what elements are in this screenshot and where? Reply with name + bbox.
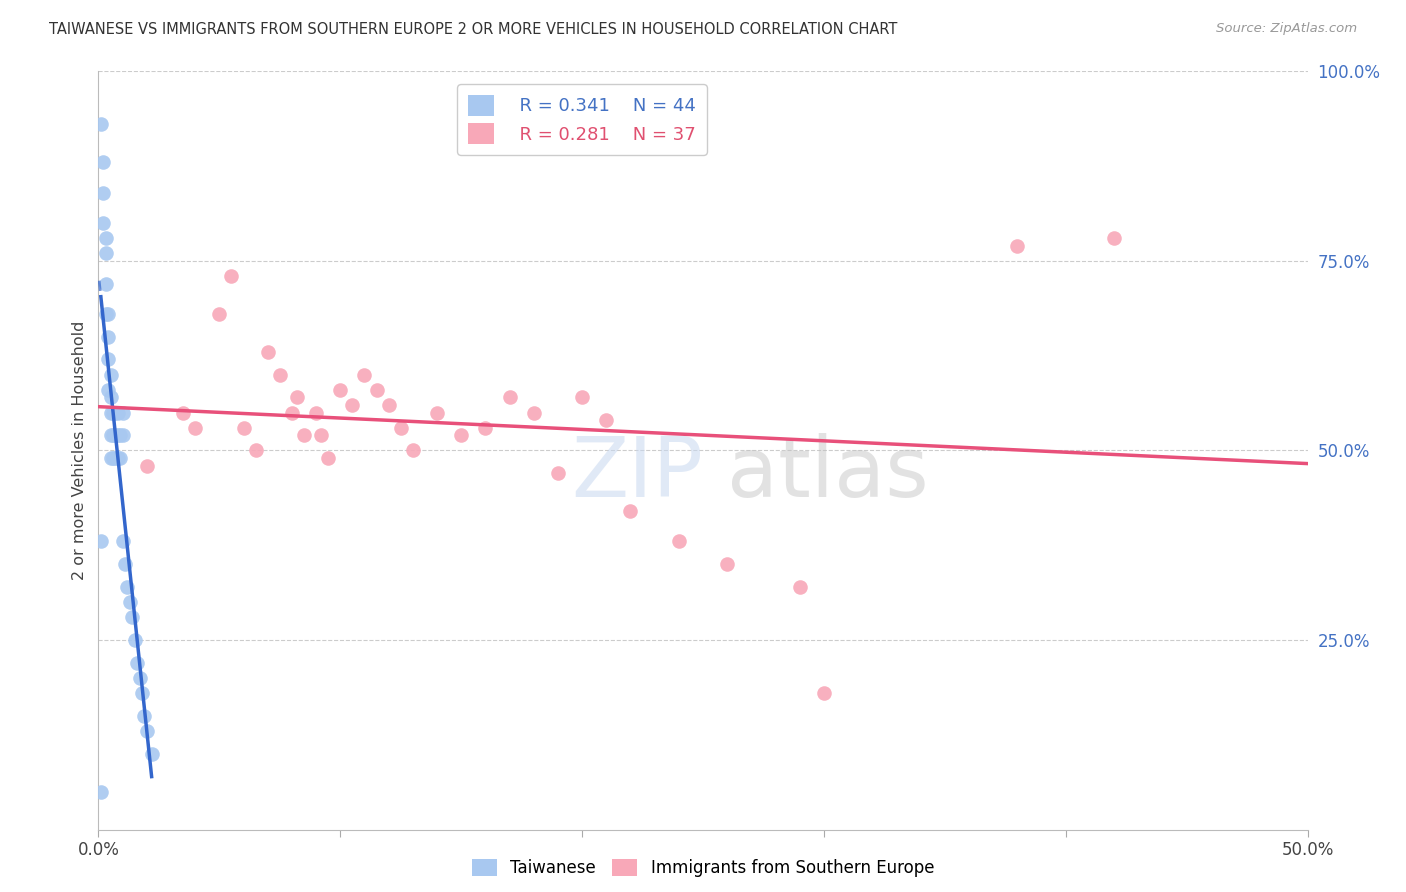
Point (111, 428, 134, 442)
Point (285, 391, 308, 405)
Point (329, 383, 352, 397)
Point (716, 557, 738, 572)
Point (474, 421, 496, 435)
Point (571, 391, 593, 405)
Point (1102, 231, 1125, 245)
Point (114, 557, 136, 572)
Point (316, 451, 339, 466)
Point (100, 368, 122, 382)
Point (135, 724, 157, 739)
Point (131, 686, 153, 700)
Point (128, 671, 150, 685)
Point (101, 451, 124, 466)
Y-axis label: 2 or more Vehicles in Household: 2 or more Vehicles in Household (72, 321, 87, 580)
Point (100, 428, 122, 442)
Point (402, 443, 425, 458)
Point (305, 405, 328, 420)
Point (107, 405, 129, 420)
Point (789, 580, 811, 594)
Point (111, 405, 134, 420)
Point (107, 451, 129, 466)
Point (221, 269, 243, 284)
Point (134, 708, 156, 723)
Point (100, 451, 122, 466)
Point (104, 428, 127, 442)
Point (94, 307, 117, 321)
Point (111, 534, 134, 549)
Point (450, 428, 472, 442)
Point (91, 216, 114, 230)
Point (547, 467, 569, 481)
Point (118, 595, 141, 609)
Point (101, 428, 124, 442)
Point (97, 330, 120, 344)
Point (245, 443, 267, 458)
Legend:   R = 0.341    N = 44,   R = 0.281    N = 37: R = 0.341 N = 44, R = 0.281 N = 37 (457, 84, 707, 155)
Point (100, 391, 122, 405)
Point (90, 117, 112, 131)
Point (366, 383, 388, 397)
Point (523, 405, 546, 420)
Point (389, 421, 412, 435)
Point (342, 398, 364, 412)
Point (232, 421, 254, 435)
Text: TAIWANESE VS IMMIGRANTS FROM SOUTHERN EUROPE 2 OR MORE VEHICLES IN HOUSEHOLD COR: TAIWANESE VS IMMIGRANTS FROM SOUTHERN EU… (49, 22, 897, 37)
Point (108, 451, 131, 466)
Point (104, 451, 127, 466)
Point (97, 307, 120, 321)
Point (100, 405, 122, 420)
Point (94, 277, 117, 291)
Point (94, 231, 117, 245)
Point (91, 155, 114, 169)
Point (90, 534, 112, 549)
Point (595, 413, 617, 427)
Text: ZIP: ZIP (571, 433, 703, 514)
Point (269, 368, 291, 382)
Text: Source: ZipAtlas.com: Source: ZipAtlas.com (1216, 22, 1357, 36)
Point (141, 747, 163, 761)
Point (121, 610, 143, 624)
Point (668, 534, 690, 549)
Text: atlas: atlas (727, 433, 929, 514)
Point (184, 421, 207, 435)
Point (135, 458, 157, 473)
Point (101, 405, 124, 420)
Point (90, 785, 112, 799)
Point (256, 344, 278, 359)
Point (813, 686, 835, 700)
Point (97, 383, 120, 397)
Point (172, 405, 194, 420)
Point (94, 246, 117, 260)
Point (104, 405, 127, 420)
Point (426, 405, 449, 420)
Point (309, 428, 332, 442)
Point (124, 633, 146, 648)
Point (117, 580, 139, 594)
Point (107, 428, 129, 442)
Point (108, 428, 131, 442)
Point (1007, 238, 1029, 253)
Point (377, 398, 399, 412)
Point (281, 405, 304, 420)
Point (208, 307, 231, 321)
Legend: Taiwanese, Immigrants from Southern Europe: Taiwanese, Immigrants from Southern Euro… (465, 852, 941, 884)
Point (292, 428, 315, 442)
Point (353, 368, 375, 382)
Point (127, 656, 149, 670)
Point (498, 391, 520, 405)
Point (97, 352, 120, 367)
Point (619, 504, 641, 518)
Point (91, 186, 114, 200)
